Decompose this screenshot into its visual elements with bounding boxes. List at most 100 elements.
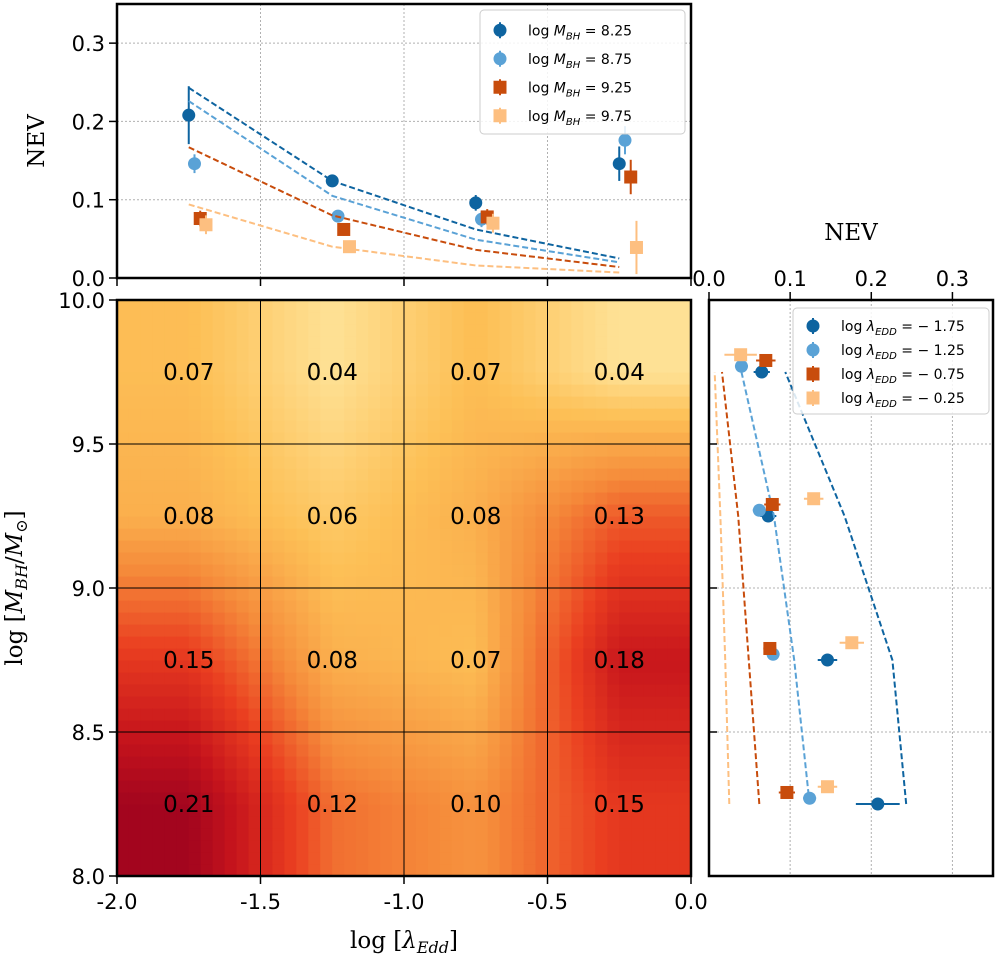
heatmap-pixel [117,648,130,661]
heatmap-pixel [451,852,465,865]
heatmap-pixel [487,768,501,781]
heatmap-pixel [619,720,632,733]
heatmap-cell-label: 0.13 [594,504,645,530]
heatmap-pixel [308,588,321,601]
heatmap-pixel [284,360,297,373]
heatmap-pixel [344,348,357,361]
heatmap-pixel [128,696,142,709]
heatmap-pixel [404,492,417,505]
heatmap-pixel [559,768,573,781]
heatmap-pixel [128,312,142,325]
heatmap-pixel [427,504,441,517]
heatmap-pixel [152,696,166,709]
heatmap-x-tick-label: -1.0 [384,890,425,914]
heatmap-pixel [404,504,417,517]
heatmap-pixel [439,516,453,529]
heatmap-pixel [260,324,274,337]
heatmap-pixel [607,492,620,505]
heatmap-pixel [308,636,321,649]
heatmap-pixel [284,324,297,337]
heatmap-pixel [439,444,453,457]
heatmap-pixel [547,312,561,325]
heatmap-pixel [224,672,238,685]
heatmap-pixel [260,444,274,457]
heatmap-pixel [439,624,453,637]
heatmap-pixel [200,684,214,697]
heatmap-pixel [188,504,202,517]
heatmap-pixel [595,360,608,373]
heatmap-pixel [152,348,166,361]
heatmap-pixel [631,696,644,709]
heatmap-pixel [463,648,477,661]
heatmap-pixel [415,408,429,421]
heatmap-pixel [679,624,691,637]
heatmap-pixel [392,720,405,733]
heatmap-pixel [667,576,680,589]
heatmap-pixel [559,504,573,517]
heatmap-pixel [643,780,656,793]
heatmap-pixel [655,348,668,361]
heatmap-pixel [296,636,309,649]
heatmap-pixel [451,444,465,457]
heatmap-pixel [320,828,333,841]
right-x-tick-label: 0.0 [692,267,725,291]
heatmap-pixel [487,804,501,817]
heatmap-pixel [451,672,465,685]
heatmap-pixel [188,840,202,853]
heatmap-pixel [344,804,357,817]
heatmap-pixel [224,780,238,793]
heatmap-pixel [535,408,549,421]
heatmap-pixel [152,492,166,505]
heatmap-pixel [308,708,321,721]
heatmap-pixel [380,660,393,673]
heatmap-pixel [392,732,405,745]
heatmap-pixel [427,384,441,397]
heatmap-pixel [547,300,561,313]
heatmap-pixel [475,600,489,613]
heatmap-pixel [140,348,154,361]
heatmap-pixel [200,636,214,649]
heatmap-pixel [200,840,214,853]
heatmap-pixel [117,660,130,673]
legend-frame [479,9,686,135]
heatmap-pixel [368,600,381,613]
heatmap-pixel [212,636,226,649]
heatmap-pixel [368,804,381,817]
heatmap-pixel [188,492,202,505]
heatmap-pixel [475,648,489,661]
heatmap-pixel [296,444,309,457]
heatmap-pixel [308,336,321,349]
heatmap-pixel [415,852,429,865]
heatmap-pixel [523,468,537,481]
heatmap-pixel [332,312,345,325]
heatmap-pixel [356,840,369,853]
heatmap-pixel [643,492,656,505]
heatmap-pixel [643,432,656,445]
heatmap-pixel [439,432,453,445]
heatmap-pixel [212,348,226,361]
heatmap-pixel [308,468,321,481]
heatmap-pixel [176,480,190,493]
heatmap-pixel [679,324,691,337]
heatmap-pixel [284,396,297,409]
heatmap-pixel [559,864,573,876]
data-point [493,52,507,66]
heatmap-pixel [535,504,549,517]
heatmap-pixel [380,372,393,385]
heatmap-pixel [559,600,573,613]
heatmap-pixel [487,396,501,409]
heatmap-pixel [559,636,573,649]
heatmap-pixel [475,348,489,361]
heatmap-pixel [655,624,668,637]
heatmap-pixel [523,636,537,649]
heatmap-pixel [380,312,393,325]
heatmap-pixel [679,540,691,553]
heatmap-pixel [212,804,226,817]
heatmap-pixel [667,756,680,769]
heatmap-pixel [296,324,309,337]
heatmap-pixel [128,348,142,361]
heatmap-pixel [272,636,286,649]
heatmap-pixel [296,600,309,613]
heatmap-pixel [499,396,513,409]
heatmap-pixel [140,504,154,517]
